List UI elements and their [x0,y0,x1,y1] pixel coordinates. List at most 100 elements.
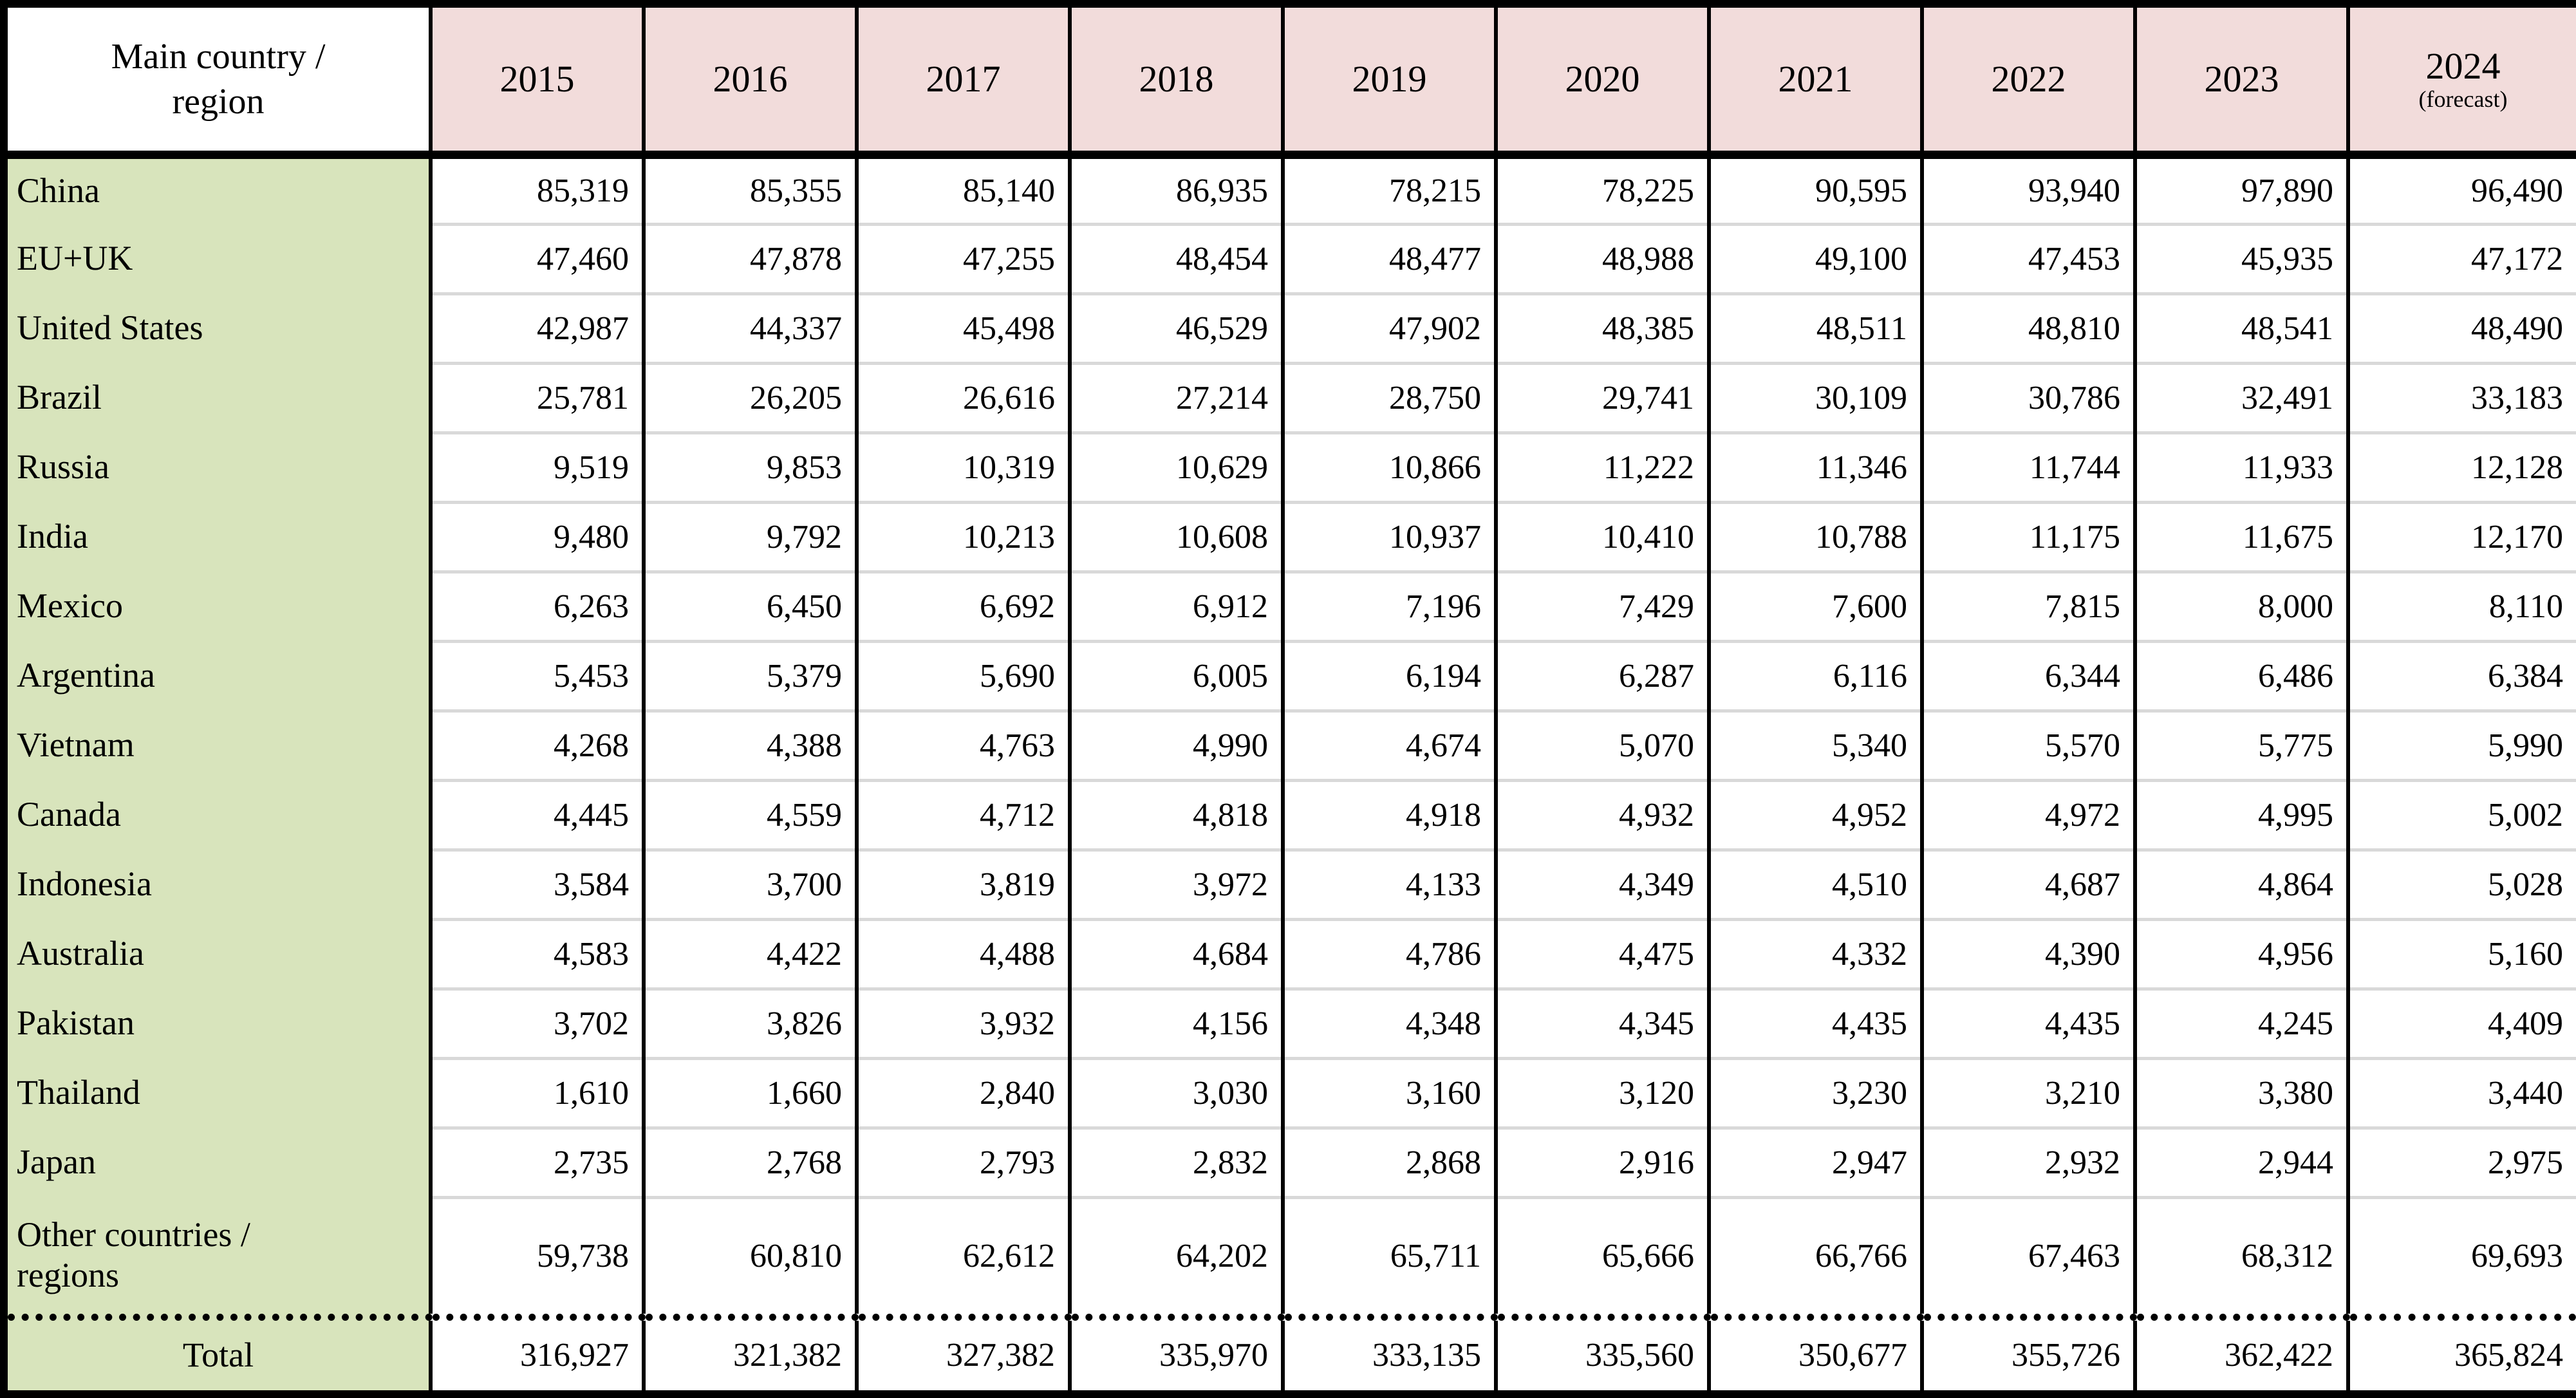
value-other-countries-col4: 65,711 [1281,1195,1496,1317]
value-indonesia-col0: 3,584 [429,848,644,919]
value-vietnam-col1: 4,388 [642,709,857,780]
value-indonesia-col5: 4,349 [1494,848,1709,919]
value-russia-col0: 9,519 [429,431,644,502]
value-other-countries-col3: 64,202 [1068,1195,1283,1317]
value-mexico-col1: 6,450 [642,570,857,641]
value-vietnam-col8: 5,775 [2133,709,2348,780]
value-pakistan-col6: 4,435 [1707,987,1922,1058]
value-japan-col5: 2,916 [1494,1126,1709,1197]
forecast-note-text: (forecast) [2418,86,2508,113]
value-canada-col1: 4,559 [642,778,857,850]
value-mexico-col2: 6,692 [855,570,1070,641]
value-brazil-col5: 29,741 [1494,361,1709,433]
value-thailand-col2: 2,840 [855,1056,1070,1128]
value-eu-uk-col3: 48,454 [1068,222,1283,294]
value-australia-col1: 4,422 [642,917,857,989]
value-russia-col9: 12,128 [2346,431,2576,502]
value-mexico-col3: 6,912 [1068,570,1283,641]
row-label-indonesia: Indonesia [4,850,431,919]
value-japan-col0: 2,735 [429,1126,644,1197]
value-russia-col1: 9,853 [642,431,857,502]
value-russia-col2: 10,319 [855,431,1070,502]
value-mexico-col4: 7,196 [1281,570,1496,641]
value-india-col0: 9,480 [429,500,644,572]
value-india-col5: 10,410 [1494,500,1709,572]
value-united-states-col3: 46,529 [1068,292,1283,363]
value-total-col2: 327,382 [855,1313,1070,1394]
value-brazil-col3: 27,214 [1068,361,1283,433]
value-russia-col3: 10,629 [1068,431,1283,502]
value-pakistan-col5: 4,345 [1494,987,1709,1058]
value-pakistan-col1: 3,826 [642,987,857,1058]
value-brazil-col1: 26,205 [642,361,857,433]
value-vietnam-col4: 4,674 [1281,709,1496,780]
value-china-col3: 86,935 [1068,154,1283,224]
row-label-eu-uk: EU+UK [4,224,431,294]
value-vietnam-col5: 5,070 [1494,709,1709,780]
value-indonesia-col7: 4,687 [1920,848,2135,919]
value-canada-col7: 4,972 [1920,778,2135,850]
row-label-india: India [4,502,431,572]
value-argentina-col7: 6,344 [1920,639,2135,711]
value-argentina-col6: 6,116 [1707,639,1922,711]
value-china-col4: 78,215 [1281,154,1496,224]
value-other-countries-col6: 66,766 [1707,1195,1922,1317]
value-thailand-col8: 3,380 [2133,1056,2348,1128]
value-mexico-col7: 7,815 [1920,570,2135,641]
value-russia-col8: 11,933 [2133,431,2348,502]
row-label-pakistan: Pakistan [4,989,431,1058]
table-row-vietnam: Vietnam 4,268 4,388 4,763 4,990 4,674 5,070 5,3… [4,709,2576,780]
table-row-australia: Australia 4,583 4,422 4,488 4,684 4,786 4,475 4… [4,917,2576,989]
value-australia-col3: 4,684 [1068,917,1283,989]
value-china-col2: 85,140 [855,154,1070,224]
table-row-thailand: Thailand 1,610 1,660 2,840 3,030 3,160 3,120 3,… [4,1056,2576,1128]
value-vietnam-col2: 4,763 [855,709,1070,780]
value-canada-col5: 4,932 [1494,778,1709,850]
value-australia-col0: 4,583 [429,917,644,989]
table-row-indonesia: Indonesia 3,584 3,700 3,819 3,972 4,133 4,349 4… [4,848,2576,919]
row-label-japan: Japan [4,1128,431,1197]
value-japan-col8: 2,944 [2133,1126,2348,1197]
value-eu-uk-col6: 49,100 [1707,222,1922,294]
row-label-other-countries: Other countries / regions [4,1197,431,1317]
value-eu-uk-col0: 47,460 [429,222,644,294]
year-header-2023: 2023 [2133,4,2348,159]
value-australia-col7: 4,390 [1920,917,2135,989]
table-row-eu-uk: EU+UK 47,460 47,878 47,255 48,454 48,477 48,98… [4,222,2576,294]
row-label-russia: Russia [4,433,431,502]
value-mexico-col8: 8,000 [2133,570,2348,641]
year-header-2019: 2019 [1281,4,1496,159]
table-row-total: Total 316,927 321,382 327,382 335,970 333,135… [4,1313,2576,1394]
value-eu-uk-col8: 45,935 [2133,222,2348,294]
table-row-pakistan: Pakistan 3,702 3,826 3,932 4,156 4,348 4,345 4,… [4,987,2576,1058]
value-india-col7: 11,175 [1920,500,2135,572]
header-row: Main country / region 2015 2016 2017 2018 201… [4,4,2576,159]
value-other-countries-col7: 67,463 [1920,1195,2135,1317]
value-australia-col2: 4,488 [855,917,1070,989]
value-argentina-col3: 6,005 [1068,639,1283,711]
value-united-states-col6: 48,511 [1707,292,1922,363]
value-australia-col5: 4,475 [1494,917,1709,989]
value-argentina-col5: 6,287 [1494,639,1709,711]
value-argentina-col4: 6,194 [1281,639,1496,711]
table-row-russia: Russia 9,519 9,853 10,319 10,629 10,866 11,222… [4,431,2576,502]
value-russia-col6: 11,346 [1707,431,1922,502]
value-united-states-col5: 48,385 [1494,292,1709,363]
value-pakistan-col7: 4,435 [1920,987,2135,1058]
value-canada-col4: 4,918 [1281,778,1496,850]
value-india-col9: 12,170 [2346,500,2576,572]
value-argentina-col9: 6,384 [2346,639,2576,711]
value-brazil-col2: 26,616 [855,361,1070,433]
value-thailand-col4: 3,160 [1281,1056,1496,1128]
row-label-canada: Canada [4,780,431,850]
value-brazil-col6: 30,109 [1707,361,1922,433]
value-united-states-col8: 48,541 [2133,292,2348,363]
value-indonesia-col2: 3,819 [855,848,1070,919]
row-label-china: China [4,154,431,224]
header-label-main-country-region: Main country / region [4,4,431,159]
value-total-col9: 365,824 [2346,1313,2576,1394]
value-total-col0: 316,927 [429,1313,644,1394]
value-indonesia-col3: 3,972 [1068,848,1283,919]
value-united-states-col7: 48,810 [1920,292,2135,363]
value-pakistan-col8: 4,245 [2133,987,2348,1058]
